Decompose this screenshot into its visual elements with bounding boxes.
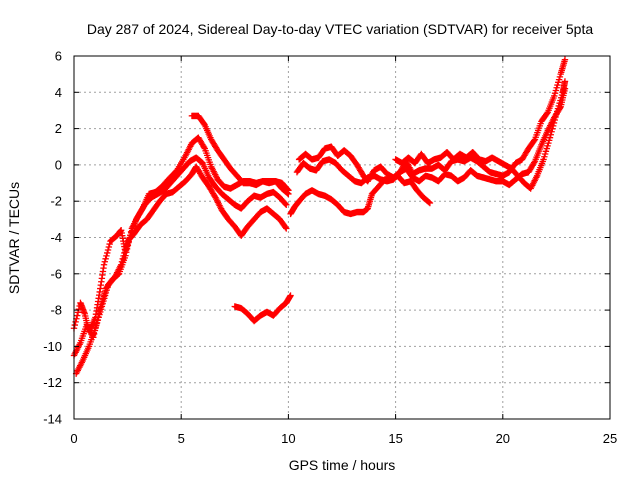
data-point	[106, 240, 113, 248]
data-point	[121, 246, 129, 254]
data-point	[122, 243, 130, 251]
data-point	[102, 255, 109, 263]
data-point	[120, 252, 127, 260]
y-axis-label: SDTVAR / TECUs	[6, 182, 22, 294]
data-point	[284, 186, 291, 193]
data-point	[121, 249, 128, 257]
y-tick-label: -6	[50, 266, 62, 281]
data-point	[282, 200, 289, 208]
data-point	[425, 199, 433, 206]
data-point	[101, 258, 109, 265]
x-axis-label: GPS time / hours	[289, 457, 396, 473]
data-point	[118, 258, 126, 265]
data-point	[100, 261, 108, 268]
data-point	[103, 252, 110, 260]
chart-title: Day 287 of 2024, Sidereal Day-to-day VTE…	[87, 21, 594, 37]
data-point	[548, 128, 555, 135]
data-point	[530, 159, 538, 166]
x-tick-label: 15	[388, 431, 402, 446]
data-point	[561, 56, 569, 63]
x-tick-label: 5	[178, 431, 185, 446]
y-tick-label: 6	[55, 49, 62, 64]
data-point	[71, 321, 79, 329]
data-point	[549, 122, 557, 130]
series-track-h	[293, 85, 569, 189]
y-tick-label: 4	[55, 85, 62, 100]
x-tick-label: 25	[603, 431, 617, 446]
y-tick-label: 0	[55, 157, 62, 172]
data-point	[285, 187, 292, 194]
grid-lines	[74, 56, 610, 419]
y-tick-label: -8	[50, 303, 62, 318]
data-point	[287, 292, 294, 299]
x-tick-label: 0	[70, 431, 77, 446]
y-tick-label: 2	[55, 121, 62, 136]
data-point	[104, 249, 111, 257]
data-point	[426, 199, 434, 207]
data-point	[282, 224, 289, 231]
data-point	[123, 240, 130, 248]
data-point	[119, 255, 126, 263]
series-track-i	[392, 78, 569, 192]
data-points	[70, 56, 569, 377]
data-point	[74, 312, 81, 319]
series-track-f	[287, 172, 434, 218]
data-point	[283, 225, 290, 232]
y-tick-labels: -14 -12 -10 -8 -6 -4 -2 0 2 4 6	[43, 49, 610, 427]
data-point	[549, 125, 556, 133]
x-tick-label: 10	[281, 431, 295, 446]
data-point	[200, 144, 208, 151]
x-tick-labels: 0 5 10 15 20 25	[70, 56, 617, 446]
y-tick-label: -10	[43, 339, 62, 354]
data-point	[561, 78, 569, 85]
y-tick-label: -12	[43, 375, 62, 390]
data-point	[117, 261, 125, 268]
data-point	[551, 116, 558, 124]
series-track-d	[188, 112, 292, 194]
data-point	[552, 113, 559, 121]
data-point	[283, 201, 290, 209]
data-point	[105, 243, 113, 251]
data-point	[550, 119, 558, 127]
series-track-e	[231, 292, 294, 325]
y-tick-label: -4	[50, 230, 62, 245]
data-point	[104, 246, 112, 254]
x-tick-label: 20	[496, 431, 510, 446]
y-tick-label: -14	[43, 412, 62, 427]
data-point	[546, 134, 554, 141]
data-point	[72, 318, 79, 326]
data-point	[547, 131, 554, 138]
data-point	[530, 137, 538, 144]
series-track-c	[72, 163, 290, 377]
y-tick-label: -2	[50, 194, 62, 209]
